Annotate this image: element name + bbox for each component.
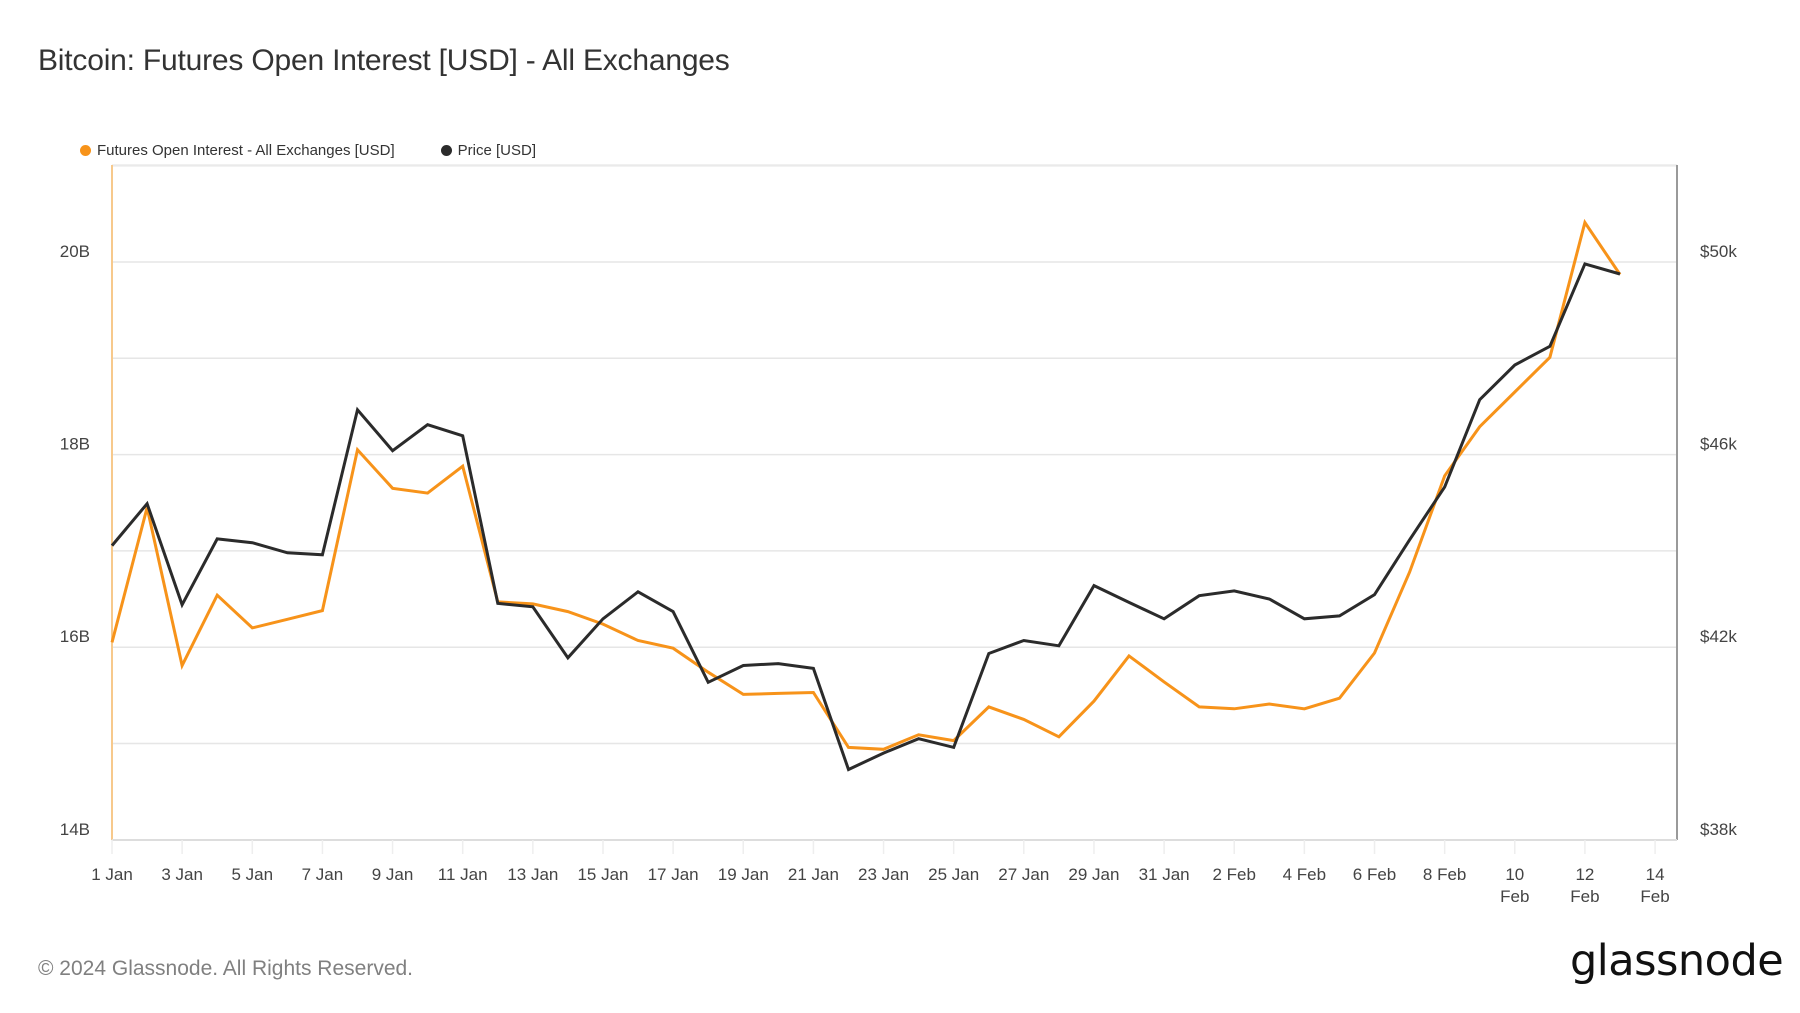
glassnode-logo: glassnode — [1570, 936, 1784, 986]
x-tick-label: 12 — [1575, 865, 1594, 884]
x-tick-label: 14 — [1646, 865, 1665, 884]
y-right-tick-label: $46k — [1700, 435, 1737, 454]
y-left-tick-label: 18B — [60, 435, 90, 454]
x-tick-label: Feb — [1500, 887, 1529, 906]
legend-dot-black-icon — [440, 144, 452, 156]
x-tick-label: 27 Jan — [998, 865, 1049, 884]
y-axis-right-labels: $38k $42k $46k $50k — [1700, 242, 1737, 839]
open-interest-line — [110, 218, 1622, 751]
x-tick-label: Feb — [1570, 887, 1599, 906]
legend: Futures Open Interest - All Exchanges [U… — [80, 140, 582, 160]
x-tick-label: 6 Feb — [1353, 865, 1396, 884]
x-tick-label: 9 Jan — [372, 865, 414, 884]
y-left-tick-label: 16B — [60, 627, 90, 646]
x-tick-label: 19 Jan — [718, 865, 769, 884]
legend-item-price[interactable]: Price [USD] — [440, 141, 536, 159]
series-lines — [110, 218, 1622, 772]
x-tick-label: 11 Jan — [438, 865, 488, 884]
copyright-footer: © 2024 Glassnode. All Rights Reserved. — [38, 957, 414, 980]
x-tick-label: Feb — [1640, 887, 1669, 906]
legend-item-open-interest[interactable]: Futures Open Interest - All Exchanges [U… — [80, 142, 395, 159]
x-tick-label: 29 Jan — [1068, 865, 1119, 884]
price-line — [110, 262, 1621, 772]
x-tick-label: 3 Jan — [161, 865, 203, 884]
y-right-tick-label: $38k — [1700, 820, 1737, 839]
y-left-tick-label: 14B — [60, 820, 90, 839]
x-tick-label: 8 Feb — [1423, 865, 1466, 884]
x-tick-label: 2 Feb — [1212, 865, 1255, 884]
legend-label-open-interest: Futures Open Interest - All Exchanges [U… — [97, 141, 395, 159]
x-tick-label: 5 Jan — [231, 865, 273, 884]
x-tick-label: 17 Jan — [648, 865, 699, 884]
x-tick-label: 10 — [1505, 865, 1524, 884]
x-tick-label: 31 Jan — [1139, 865, 1190, 884]
x-tick-label: 4 Feb — [1283, 865, 1326, 884]
y-right-tick-label: $50k — [1700, 242, 1737, 261]
x-tick-label: 1 Jan — [91, 865, 133, 884]
legend-label-price: Price [USD] — [457, 141, 536, 159]
x-tick-label: 25 Jan — [928, 865, 979, 884]
chart-title: Bitcoin: Futures Open Interest [USD] - A… — [38, 44, 730, 77]
y-right-tick-label: $42k — [1700, 627, 1737, 646]
x-axis-labels: 1 Jan 3 Jan 5 Jan 7 Jan 9 Jan 11 Jan 13 Jan 15 … — [91, 840, 1670, 906]
x-tick-label: 21 Jan — [788, 865, 839, 884]
x-tick-label: 13 Jan — [507, 865, 558, 884]
x-tick-label: 23 Jan — [858, 865, 909, 884]
y-axis-left-labels: 14B 16B 18B 20B — [60, 242, 90, 839]
x-tick-label: 15 Jan — [577, 865, 628, 884]
x-tick-label: 7 Jan — [302, 865, 344, 884]
y-left-tick-label: 20B — [60, 242, 90, 261]
axes — [111, 165, 1678, 841]
legend-dot-orange-icon — [80, 144, 91, 156]
